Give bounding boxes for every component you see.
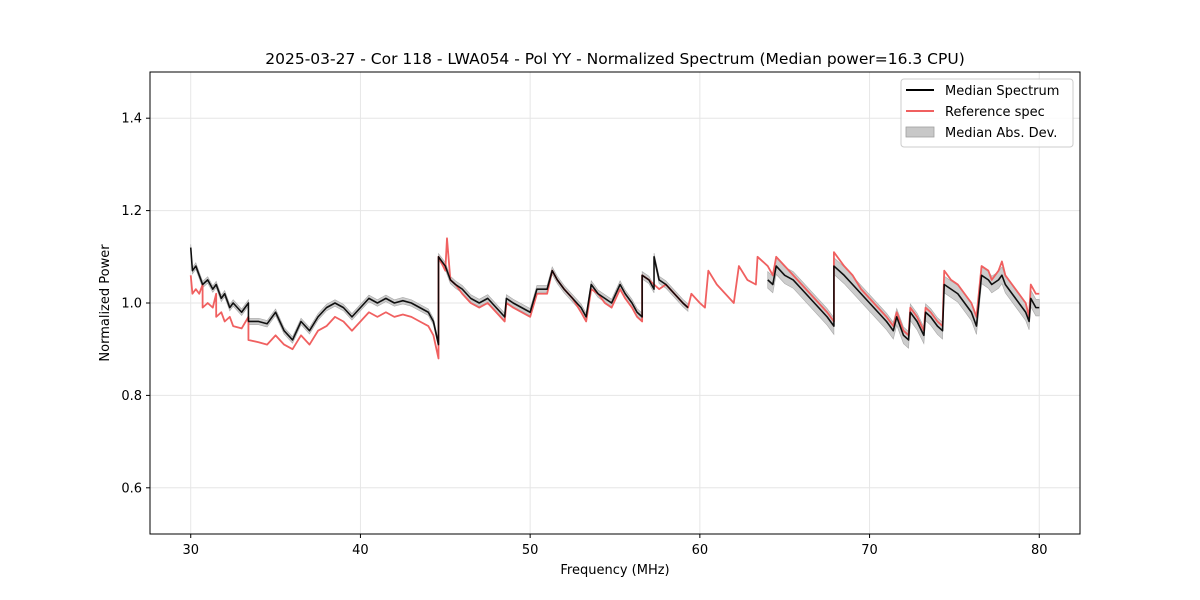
y-axis-label: Normalized Power [98,244,113,362]
y-tick-label: 1.4 [121,112,142,127]
y-tick-label: 0.8 [121,389,142,404]
legend-box [900,78,1074,148]
chart-title: 2025-03-27 - Cor 118 - LWA054 - Pol YY -… [265,50,965,68]
x-tick-label: 80 [1031,543,1048,558]
median-spectrum-line [189,247,689,346]
y-tick-label: 0.6 [121,481,142,496]
legend-mad-swatch [905,126,935,138]
reference-series-group [189,237,1040,360]
legend-mad-label: Median Abs. Dev. [945,126,1057,141]
y-tick-label: 1.0 [121,297,142,312]
median-series-group [189,247,1040,346]
x-axis-label: Frequency (MHz) [560,563,669,578]
y-axis-ticks: 0.6 0.8 1.0 1.2 1.4 [121,112,150,496]
x-tick-label: 70 [861,543,878,558]
x-tick-label: 40 [352,543,369,558]
legend-reference-label: Reference spec [945,105,1045,120]
legend-median-label: Median Spectrum [945,84,1059,99]
reference-spectrum-line [189,237,1040,360]
x-axis-ticks: 30 40 50 60 70 80 [182,534,1048,558]
y-tick-label: 1.2 [121,204,142,219]
x-tick-label: 50 [522,543,539,558]
x-tick-label: 60 [692,543,709,558]
legend: Median Spectrum Reference spec Median Ab… [900,78,1074,148]
x-tick-label: 30 [182,543,199,558]
median-spectrum-line [767,265,1040,341]
